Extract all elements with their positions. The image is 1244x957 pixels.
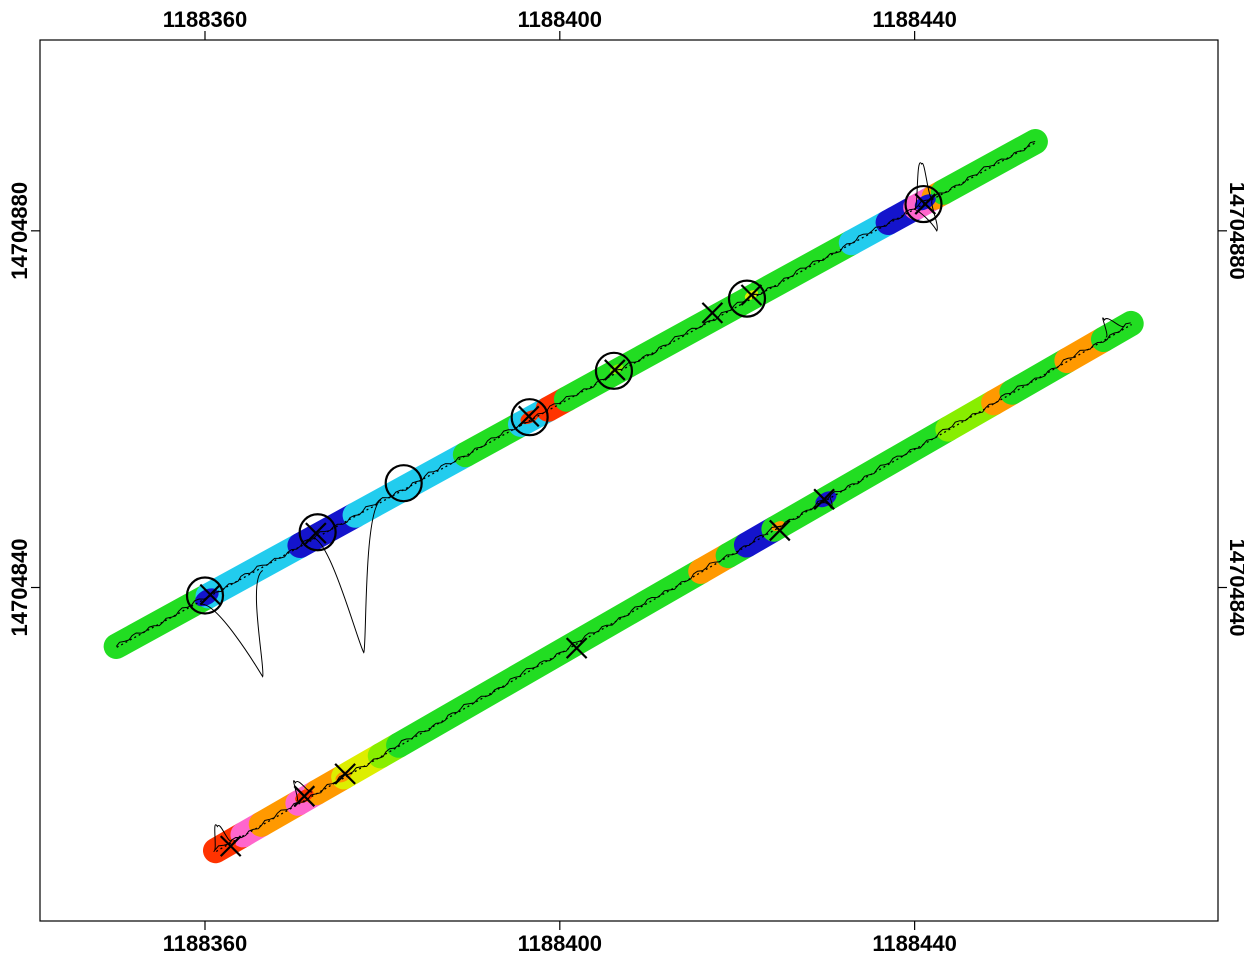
track-segment: [386, 558, 714, 758]
y-tick-label-right: 14704880: [1225, 182, 1244, 280]
x-tick-label-bottom: 1188400: [518, 931, 602, 956]
track-segment: [103, 583, 221, 659]
marker-cross: [604, 359, 626, 381]
track-bump-outline: [913, 162, 934, 210]
marker-circle: [185, 576, 225, 615]
x-tick-label-bottom: 1188440: [872, 931, 956, 956]
marker-cross-stroke: [219, 835, 242, 857]
marker-cross-stroke: [604, 359, 626, 381]
marker-cross-stroke: [334, 763, 356, 785]
track-bump-outline: [1102, 317, 1125, 338]
marker-cross-stroke: [305, 522, 327, 544]
marker-circle: [727, 279, 767, 318]
y-axis-right: 14704840 14704880: [1218, 182, 1244, 637]
marker-cross: [199, 583, 222, 606]
marker-circle: [384, 464, 423, 503]
marker-cross: [565, 637, 588, 659]
marker-cross-stroke: [914, 193, 937, 215]
y-tick-label-right: 14704840: [1225, 539, 1244, 637]
x-axis-top: 1188360 1188400 1188440: [163, 7, 957, 40]
marker-cross: [914, 193, 937, 215]
marker-cross-stroke: [701, 302, 724, 324]
marker-cross: [740, 284, 763, 306]
marker-circle: [510, 398, 549, 437]
x-tick-label-top: 1188440: [872, 7, 956, 32]
marker-circle: [904, 184, 943, 224]
track-segment: [761, 416, 961, 542]
marker-cross-stroke: [565, 637, 588, 659]
x-tick-label-bottom: 1188360: [163, 931, 247, 956]
track-2: [202, 310, 1144, 864]
marker-circle: [298, 513, 337, 552]
x-tick-label-top: 1188360: [163, 7, 247, 32]
marker-cross: [219, 835, 242, 857]
marker-cross: [813, 488, 835, 511]
marker-cross: [293, 785, 316, 807]
marker-cross-stroke: [199, 583, 222, 606]
marker-cross-stroke: [813, 488, 835, 511]
marker-cross: [305, 522, 327, 544]
track-bump-outline: [310, 499, 382, 654]
marker-cross: [701, 302, 724, 324]
track-bump-outline: [213, 824, 233, 852]
tracks-layer: [103, 129, 1144, 864]
marker-cross-stroke: [740, 284, 763, 306]
track-segment: [930, 129, 1048, 205]
track-bump-outline: [293, 780, 313, 802]
y-tick-label-left: 14704880: [7, 182, 32, 280]
track-segment: [1090, 310, 1144, 353]
marker-cross: [517, 405, 540, 428]
marker-circle: [594, 351, 634, 390]
overlay-layer: [115, 141, 1132, 857]
y-tick-label-left: 14704840: [7, 539, 32, 637]
marker-cross: [334, 763, 356, 785]
track-profile-line: [115, 141, 1036, 647]
track-center-dotted: [215, 323, 1132, 853]
track-bump-outline: [913, 198, 938, 232]
track-bump-outline: [200, 570, 264, 678]
marker-cross-stroke: [293, 785, 316, 807]
x-axis-bottom: 1188360 1188400 1188440: [163, 921, 957, 956]
y-axis-left: 14704840 14704880: [7, 182, 40, 637]
marker-cross: [769, 519, 791, 542]
marker-cross-stroke: [517, 405, 540, 428]
plot-frame: [39, 39, 1219, 922]
marker-cross-stroke: [769, 519, 791, 542]
x-tick-label-top: 1188400: [518, 7, 602, 32]
